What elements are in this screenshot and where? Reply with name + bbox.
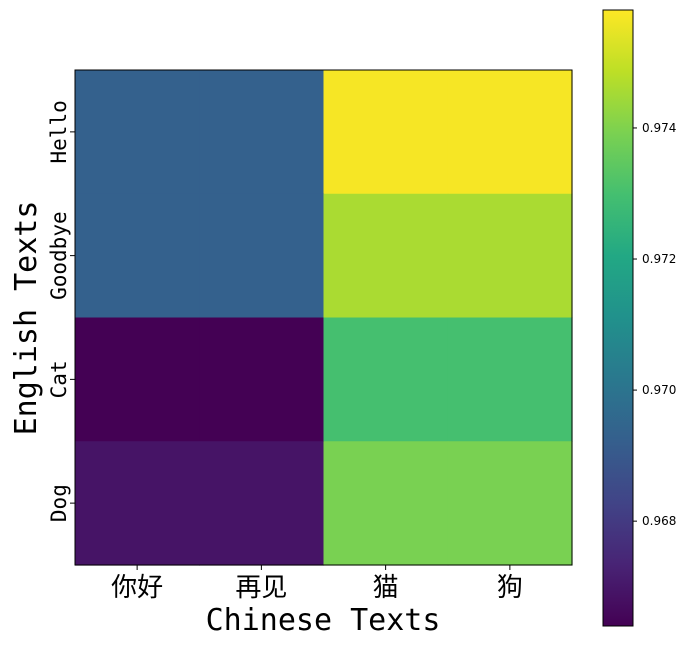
heatmap-cell-3-3	[447, 441, 573, 566]
x-tick-label: 你好	[111, 573, 163, 603]
y-tick-label: Cat	[47, 360, 71, 398]
heatmap-cell-0-3	[447, 70, 573, 195]
y-tick-label: Dog	[47, 484, 71, 522]
colorbar-tick-label: 0.970	[642, 383, 676, 397]
x-tick-label: 狗	[497, 573, 523, 603]
heatmap-cell-3-1	[199, 441, 325, 566]
x-axis: 你好 再见 猫 狗	[111, 565, 523, 603]
heatmap-cells	[75, 70, 573, 566]
heatmap-cell-0-0	[75, 70, 200, 195]
x-tick-label: 再见	[235, 573, 287, 603]
colorbar	[602, 9, 634, 627]
heatmap-cell-1-1	[199, 193, 325, 319]
colorbar-tick-label: 0.972	[642, 252, 676, 266]
x-axis-label: Chinese Texts	[206, 603, 441, 638]
plot-frame	[74, 69, 573, 566]
y-axis-label: English Texts	[9, 201, 44, 436]
colorbar-tick-label: 0.974	[642, 121, 676, 135]
heatmap-cell-1-0	[75, 193, 200, 319]
heatmap-cell-2-3	[447, 317, 573, 442]
heatmap-cell-0-2	[323, 70, 449, 195]
heatmap-cell-1-2	[323, 193, 449, 319]
y-tick-label: Goodbye	[47, 211, 71, 300]
x-tick-label: 猫	[373, 573, 399, 603]
heatmap-cell-0-1	[199, 70, 325, 195]
heatmap-cell-3-0	[75, 441, 200, 566]
heatmap-cell-2-2	[323, 317, 449, 442]
heatmap-cell-2-0	[75, 317, 200, 442]
y-tick-label: Hello	[47, 100, 71, 163]
heatmap-cell-3-2	[323, 441, 449, 566]
heatmap-cell-2-1	[199, 317, 325, 442]
colorbar-ticks: 0.968 0.970 0.972 0.974	[633, 121, 676, 528]
y-axis: Hello Goodbye Cat Dog	[47, 100, 75, 522]
heatmap-cell-1-3	[447, 193, 573, 319]
colorbar-tick-label: 0.968	[642, 514, 676, 528]
